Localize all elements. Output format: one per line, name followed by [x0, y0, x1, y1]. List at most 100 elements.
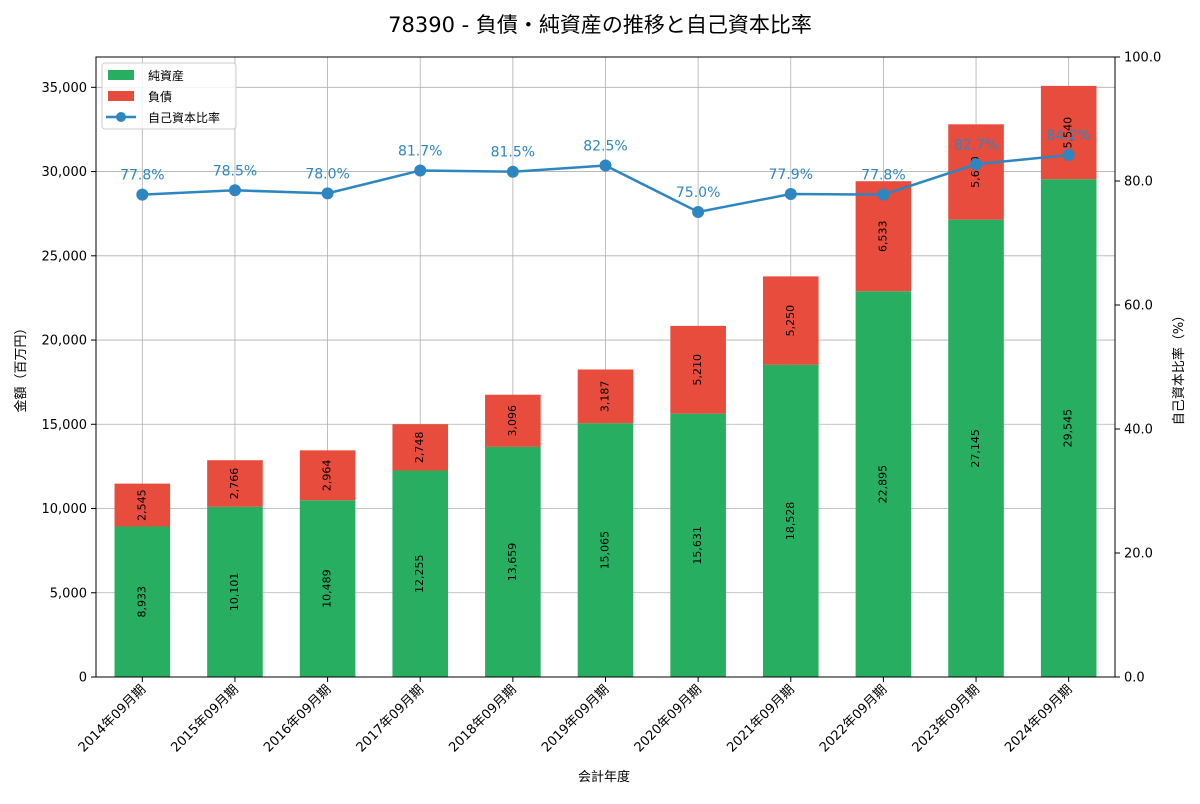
ratio-point — [1062, 148, 1075, 161]
x-tick-label: 2022年09月期 — [817, 682, 890, 755]
ratio-label: 75.0% — [676, 185, 720, 201]
ratio-point — [506, 165, 519, 178]
bar-liabilities — [762, 276, 819, 365]
legend-swatch-net-assets — [108, 70, 134, 80]
ratio-point — [877, 188, 890, 201]
bar-label-net-assets: 27,145 — [969, 429, 982, 468]
y2-tick-label: 100.0 — [1124, 51, 1161, 66]
y2-tick-label: 0.0 — [1124, 671, 1145, 686]
y-tick-label: 20,000 — [42, 334, 88, 349]
x-tick-label: 2024年09月期 — [1002, 682, 1075, 755]
ratio-label: 78.0% — [305, 166, 349, 182]
legend-label-net-assets: 純資産 — [148, 68, 184, 83]
y-tick-label: 30,000 — [42, 165, 88, 180]
ratio-label: 77.8% — [861, 168, 905, 184]
y-tick-label: 15,000 — [42, 418, 88, 433]
legend-frame — [101, 62, 237, 130]
bar-label-net-assets: 10,101 — [228, 573, 241, 612]
ratio-point — [599, 159, 612, 172]
legend-swatch-liabilities — [108, 91, 134, 101]
x-tick-label: 2021年09月期 — [724, 682, 797, 755]
bar-net-assets — [670, 413, 726, 677]
bar-net-assets — [577, 423, 634, 677]
ratio-label: 77.8% — [120, 168, 164, 184]
bar-liabilities — [207, 460, 263, 507]
bar-liabilities — [114, 483, 171, 527]
x-tick-label: 2016年09月期 — [261, 682, 334, 755]
x-tick-label: 2020年09月期 — [632, 682, 705, 755]
bar-net-assets — [207, 506, 263, 677]
bar-label-net-assets: 15,631 — [691, 526, 704, 565]
bar-label-net-assets: 29,545 — [1062, 409, 1075, 448]
bar-label-liabilities: 2,545 — [135, 489, 148, 521]
bar-label-layer: 8,933 2,545 10,101 2,766 10,489 2,964 12,255 2,… — [135, 117, 1074, 618]
bar-net-assets — [485, 446, 541, 677]
bar-label-liabilities: 5,540 — [1062, 117, 1075, 149]
bar-label-net-assets: 8,933 — [135, 586, 148, 618]
ratio-label: 77.9% — [769, 167, 813, 183]
bar-net-assets — [762, 364, 819, 677]
bar-net-assets — [114, 526, 171, 677]
ratio-point — [970, 158, 983, 171]
x-tick-label: 2014年09月期 — [76, 682, 149, 755]
bar-label-liabilities: 6,533 — [876, 220, 889, 252]
y-tick-label: 35,000 — [42, 81, 88, 96]
legend: 純資産 負債 自己資本比率 — [101, 62, 237, 130]
bar-net-assets — [948, 219, 1004, 677]
bar-label-liabilities: 5,250 — [784, 305, 797, 337]
x-tick-label: 2018年09月期 — [446, 682, 519, 755]
bar-label-net-assets: 13,659 — [506, 543, 519, 582]
ratio-label: 81.7% — [398, 143, 442, 159]
bar-label-net-assets: 15,065 — [599, 531, 612, 570]
y-tick-label: 0 — [79, 671, 87, 686]
line-layer: 77.8% 78.5% 78.0% 81.7% 81.5% 82.5% 75.0% 77.9%… — [120, 128, 1091, 218]
bar-net-assets — [392, 470, 449, 677]
legend-marker-ratio — [116, 112, 126, 122]
ratio-point — [321, 187, 334, 200]
y2-tick-label: 80.0 — [1124, 175, 1153, 190]
bar-net-assets — [1040, 179, 1097, 678]
bar-label-net-assets: 22,895 — [876, 465, 889, 504]
ratio-label: 81.5% — [491, 145, 535, 161]
bar-label-net-assets: 12,255 — [413, 555, 426, 594]
x-tick-label: 2019年09月期 — [539, 682, 612, 755]
ratio-label: 82.5% — [583, 139, 627, 155]
y-tick-label: 10,000 — [42, 502, 88, 517]
ratio-label: 84.2% — [1046, 128, 1090, 144]
bar-net-assets — [855, 291, 912, 677]
bar-liabilities — [670, 325, 726, 414]
bar-label-liabilities: 2,766 — [228, 468, 241, 500]
bar-liabilities — [1040, 85, 1097, 180]
legend-label-liabilities: 負債 — [148, 89, 172, 104]
bar-layer — [114, 85, 1097, 678]
bar-label-liabilities: 3,096 — [506, 405, 519, 437]
bar-label-liabilities: 2,964 — [321, 460, 334, 492]
y2-tick-label: 20.0 — [1124, 547, 1153, 562]
ratio-point — [692, 206, 705, 218]
bar-liabilities — [577, 369, 634, 424]
ratio-point — [784, 188, 797, 201]
y-axis-label: 金額（百万円） — [13, 321, 29, 412]
bar-label-net-assets: 10,489 — [321, 569, 334, 608]
bar-label-liabilities: 5,210 — [691, 354, 704, 386]
bar-net-assets — [299, 500, 356, 677]
bar-liabilities — [948, 124, 1004, 220]
ratio-label: 82.7% — [954, 137, 998, 153]
plot-frame — [95, 56, 1116, 678]
bar-label-net-assets: 18,528 — [784, 502, 797, 541]
y2-axis-label: 自己資本比率（%） — [1171, 309, 1187, 425]
bar-liabilities — [485, 394, 541, 447]
x-tick-label: 2015年09月期 — [168, 682, 241, 755]
x-tick-label: 2023年09月期 — [910, 682, 983, 755]
y-tick-label: 5,000 — [50, 586, 87, 601]
bar-label-liabilities: 2,748 — [413, 432, 426, 464]
y2-tick-label: 60.0 — [1124, 299, 1153, 314]
bar-label-liabilities: 3,187 — [599, 381, 612, 413]
ratio-point — [136, 188, 149, 201]
y-tick-label: 25,000 — [42, 249, 88, 264]
ratio-label: 78.5% — [213, 163, 257, 179]
bar-liabilities — [299, 450, 356, 501]
bar-liabilities — [392, 424, 449, 471]
